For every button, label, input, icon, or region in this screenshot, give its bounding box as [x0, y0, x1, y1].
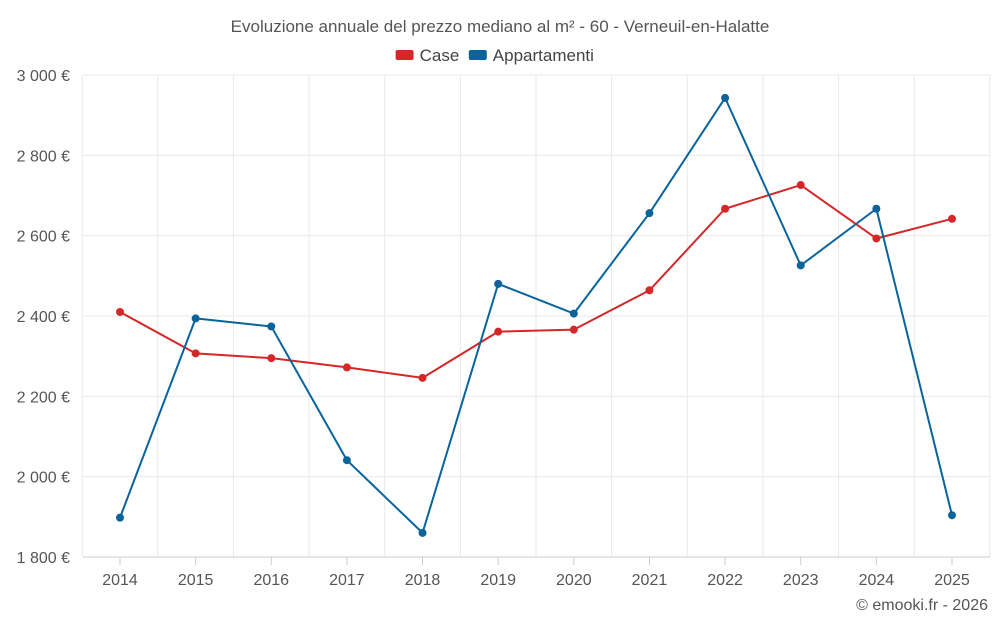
x-tick-label: 2017 — [329, 572, 365, 589]
data-point-case[interactable] — [267, 354, 276, 363]
y-axis: 1 800 € 2 000 € 2 200 € 2 400 € 2 600 € 2 800… — [17, 68, 70, 567]
y-tick-label: 2 600 € — [17, 229, 70, 246]
y-tick-label: 2 200 € — [17, 389, 70, 406]
x-tick-label: 2024 — [859, 572, 895, 589]
data-point-case[interactable] — [342, 363, 351, 372]
data-point-case[interactable] — [191, 349, 200, 358]
chart-credit: © emooki.fr - 2026 — [856, 597, 988, 614]
x-tick-label: 2021 — [632, 572, 668, 589]
y-tick-label: 2 800 € — [17, 148, 70, 165]
series-line-appartamenti — [119, 96, 953, 534]
grid — [81, 74, 991, 558]
y-tick-label: 1 800 € — [17, 550, 70, 567]
series-layer — [116, 93, 956, 537]
y-tick-label: 3 000 € — [17, 68, 70, 85]
data-point-appartamenti[interactable] — [721, 93, 730, 102]
data-point-case[interactable] — [721, 204, 730, 213]
x-tick-label: 2014 — [102, 572, 138, 589]
data-point-appartamenti[interactable] — [796, 261, 805, 270]
x-axis: 2014 2015 2016 2017 2018 2019 2020 2021 2022 2023… — [83, 556, 990, 589]
data-point-case[interactable] — [494, 327, 503, 336]
data-point-case[interactable] — [948, 214, 956, 223]
x-tick-label: 2023 — [783, 572, 819, 589]
x-tick-label: 2018 — [405, 572, 441, 589]
data-point-appartamenti[interactable] — [116, 513, 124, 522]
y-tick-label: 2 000 € — [17, 470, 70, 487]
data-point-appartamenti[interactable] — [645, 209, 654, 218]
chart-title: Evoluzione annuale del prezzo mediano al… — [231, 17, 770, 36]
data-point-appartamenti[interactable] — [267, 322, 276, 331]
x-tick-label: 2025 — [934, 572, 970, 589]
data-point-appartamenti[interactable] — [191, 314, 200, 323]
legend-swatch — [468, 50, 487, 60]
data-point-appartamenti[interactable] — [948, 511, 956, 520]
y-tick-label: 2 400 € — [17, 309, 70, 326]
x-tick-label: 2016 — [253, 572, 289, 589]
data-point-appartamenti[interactable] — [494, 279, 503, 288]
data-point-appartamenti[interactable] — [569, 309, 578, 318]
data-point-case[interactable] — [116, 307, 124, 316]
series-line-case — [119, 184, 953, 379]
data-point-appartamenti[interactable] — [418, 528, 427, 537]
data-point-appartamenti[interactable] — [872, 204, 881, 213]
data-point-case[interactable] — [418, 373, 427, 382]
data-point-case[interactable] — [569, 325, 578, 334]
x-tick-label: 2015 — [178, 572, 214, 589]
x-tick-label: 2019 — [480, 572, 516, 589]
legend-item-appartamenti[interactable]: Appartamenti — [468, 46, 594, 65]
legend: Case Appartamenti — [395, 46, 594, 65]
data-point-case[interactable] — [872, 234, 881, 243]
x-tick-label: 2020 — [556, 572, 592, 589]
x-tick-label: 2022 — [707, 572, 743, 589]
legend-label: Case — [420, 46, 460, 65]
legend-swatch — [395, 50, 414, 60]
data-point-case[interactable] — [796, 181, 805, 190]
legend-item-case[interactable]: Case — [395, 46, 460, 65]
legend-label: Appartamenti — [493, 46, 594, 65]
data-point-appartamenti[interactable] — [342, 456, 351, 465]
data-point-case[interactable] — [645, 286, 654, 295]
